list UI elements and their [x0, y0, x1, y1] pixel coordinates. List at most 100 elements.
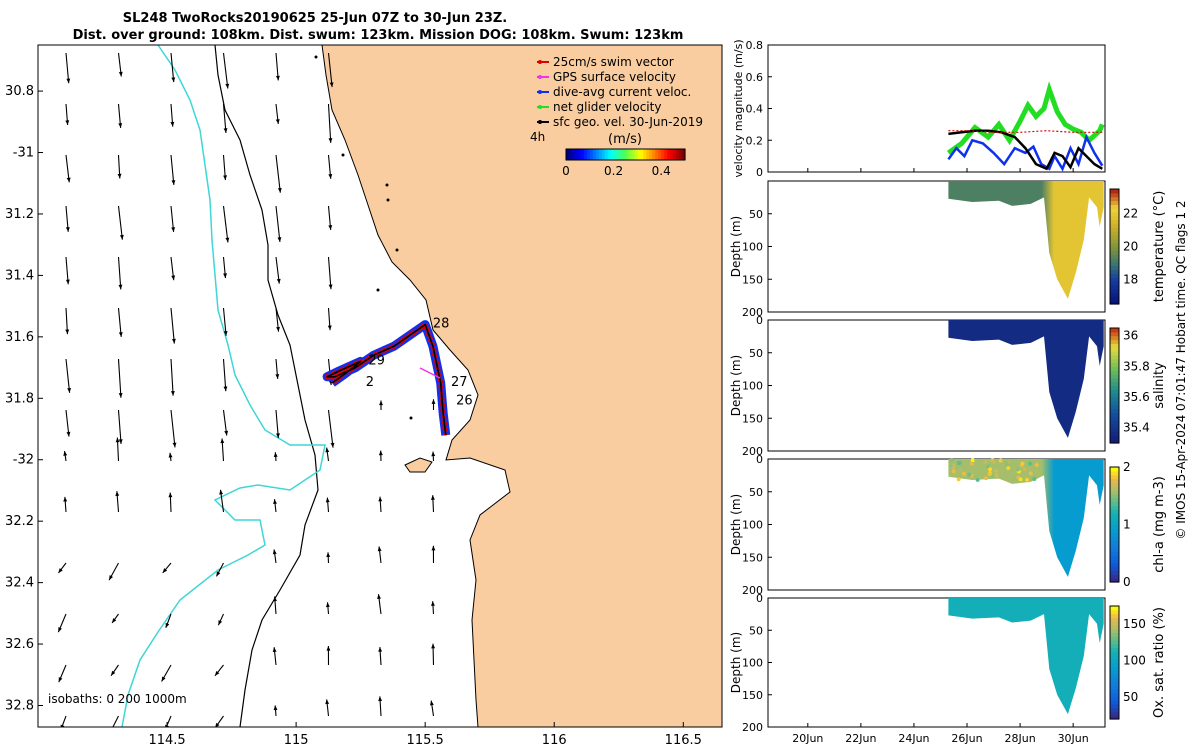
surface-velocity-arrow	[431, 644, 435, 665]
section-colorbar-cell	[1110, 351, 1119, 355]
map-ytick-label: 31.8	[5, 391, 34, 406]
coastal-rock	[387, 199, 390, 202]
section-colorbar-cell	[1110, 532, 1119, 536]
velocity-ytick-label: 0.6	[746, 71, 764, 84]
surface-velocity-arrow	[273, 499, 277, 512]
surface-velocity-arrow	[171, 359, 175, 396]
chla-sample	[992, 460, 996, 464]
surface-velocity-arrow	[170, 104, 174, 127]
section-colorbar-cell	[1110, 536, 1119, 540]
section-colorbar-cell	[1110, 490, 1119, 494]
title-line-2: Dist. over ground: 108km. Dist. swum: 12…	[73, 28, 684, 43]
map-ytick-label: 32.4	[5, 576, 34, 591]
section-colorbar-cell	[1110, 389, 1119, 393]
legend-marker	[538, 120, 542, 124]
section-ytick-label: 150	[742, 551, 763, 564]
section-colorbar-cell	[1110, 270, 1119, 274]
chla-sample	[1029, 471, 1033, 475]
section-colorbar-cell	[1110, 224, 1119, 228]
section-colorbar-cell	[1110, 262, 1119, 266]
section-colorbar-cell	[1110, 625, 1119, 629]
section-colorbar-cell	[1110, 544, 1119, 548]
section-colorbar-cell	[1110, 201, 1119, 205]
section-colorbar-cell	[1110, 216, 1119, 220]
surface-velocity-arrow	[171, 410, 176, 447]
legend-label: net glider velocity	[553, 100, 661, 114]
time-tick-label: 30Jun	[1058, 732, 1089, 745]
section-colorbar-cell	[1110, 401, 1119, 405]
surface-velocity-arrow	[66, 206, 70, 232]
surface-velocity-arrow	[273, 549, 277, 563]
surface-velocity-arrow	[169, 453, 173, 461]
surface-velocity-arrow	[109, 563, 118, 580]
section-ytick-label: 50	[749, 208, 763, 221]
isobath-1000m	[215, 45, 318, 727]
section-colorbar-cell	[1110, 563, 1119, 567]
time-tick-label: 22Jun	[845, 732, 876, 745]
legend-marker	[538, 90, 542, 94]
legend-marker	[538, 75, 542, 79]
section-colorbar-tick: 150	[1123, 617, 1146, 631]
velocity-ytick-label: 0.2	[746, 134, 764, 147]
chla-sample	[988, 472, 992, 476]
colorbar-tick: 0	[562, 164, 570, 178]
chla-sample	[979, 461, 983, 465]
section-colorbar-cell	[1110, 347, 1119, 351]
surface-velocity-arrow	[328, 308, 332, 330]
velocity-ytick-label: 0.8	[746, 39, 764, 52]
land-mass	[322, 45, 722, 727]
legend-marker	[538, 105, 542, 109]
section-colorbar-tick: 1	[1123, 518, 1131, 532]
surface-velocity-arrow	[326, 646, 330, 665]
section-colorbar-cell	[1110, 475, 1119, 479]
surface-velocity-arrow	[119, 308, 123, 337]
section-ylabel: Depth (m)	[729, 632, 743, 693]
chla-sample	[952, 469, 956, 473]
surface-velocity-arrow	[162, 665, 171, 681]
surface-velocity-arrow	[224, 308, 228, 336]
section-colorbar-cell	[1110, 432, 1119, 436]
section-colorbar-cell	[1110, 666, 1119, 670]
section-colorbar-cell	[1110, 647, 1119, 651]
chla-sample	[1019, 477, 1023, 481]
surface-velocity-arrow	[115, 491, 119, 512]
section-colorbar-cell	[1110, 277, 1119, 281]
section-colorbar-cell	[1110, 521, 1119, 525]
chla-sample	[1016, 467, 1020, 471]
section-colorbar-cell	[1110, 343, 1119, 347]
legend-label: GPS surface velocity	[553, 70, 676, 84]
section-ytick-label: 0	[756, 314, 763, 327]
scale-label: 4h	[530, 130, 545, 144]
section-colorbar-cell	[1110, 393, 1119, 397]
surface-velocity-arrow	[325, 699, 329, 716]
surface-velocity-arrow	[63, 451, 67, 461]
surface-velocity-arrow	[165, 716, 171, 730]
surface-velocity-arrow	[276, 104, 280, 124]
surface-velocity-arrow	[119, 359, 123, 398]
section-colorbar-cell	[1110, 289, 1119, 293]
section-colorbar-cell	[1110, 517, 1119, 521]
chla-sample	[1004, 461, 1008, 465]
section-colorbar-cell	[1110, 555, 1119, 559]
section-colorbar-tick: 20	[1123, 240, 1138, 254]
surface-velocity-arrow	[59, 665, 66, 682]
surface-velocity-arrow	[119, 257, 123, 289]
section-colorbar-cell	[1110, 663, 1119, 667]
section-colorbar-cell	[1110, 424, 1119, 428]
chla-sample	[1012, 477, 1016, 481]
section-colorbar-cell	[1110, 293, 1119, 297]
chla-sample	[957, 477, 961, 481]
surface-velocity-arrow	[116, 438, 120, 461]
surface-velocity-arrow	[66, 155, 71, 182]
section-colorbar-cell	[1110, 636, 1119, 640]
section-ylabel: Depth (m)	[729, 216, 743, 277]
section-colorbar-cell	[1110, 471, 1119, 475]
section-colorbar-cell	[1110, 482, 1119, 486]
title-line-1: SL248 TwoRocks20190625 25-Jun 07Z to 30-…	[123, 11, 508, 26]
map-xtick-label: 114.5	[148, 733, 185, 748]
chla-sample	[1027, 466, 1031, 470]
section-colorbar-cell	[1110, 551, 1119, 555]
